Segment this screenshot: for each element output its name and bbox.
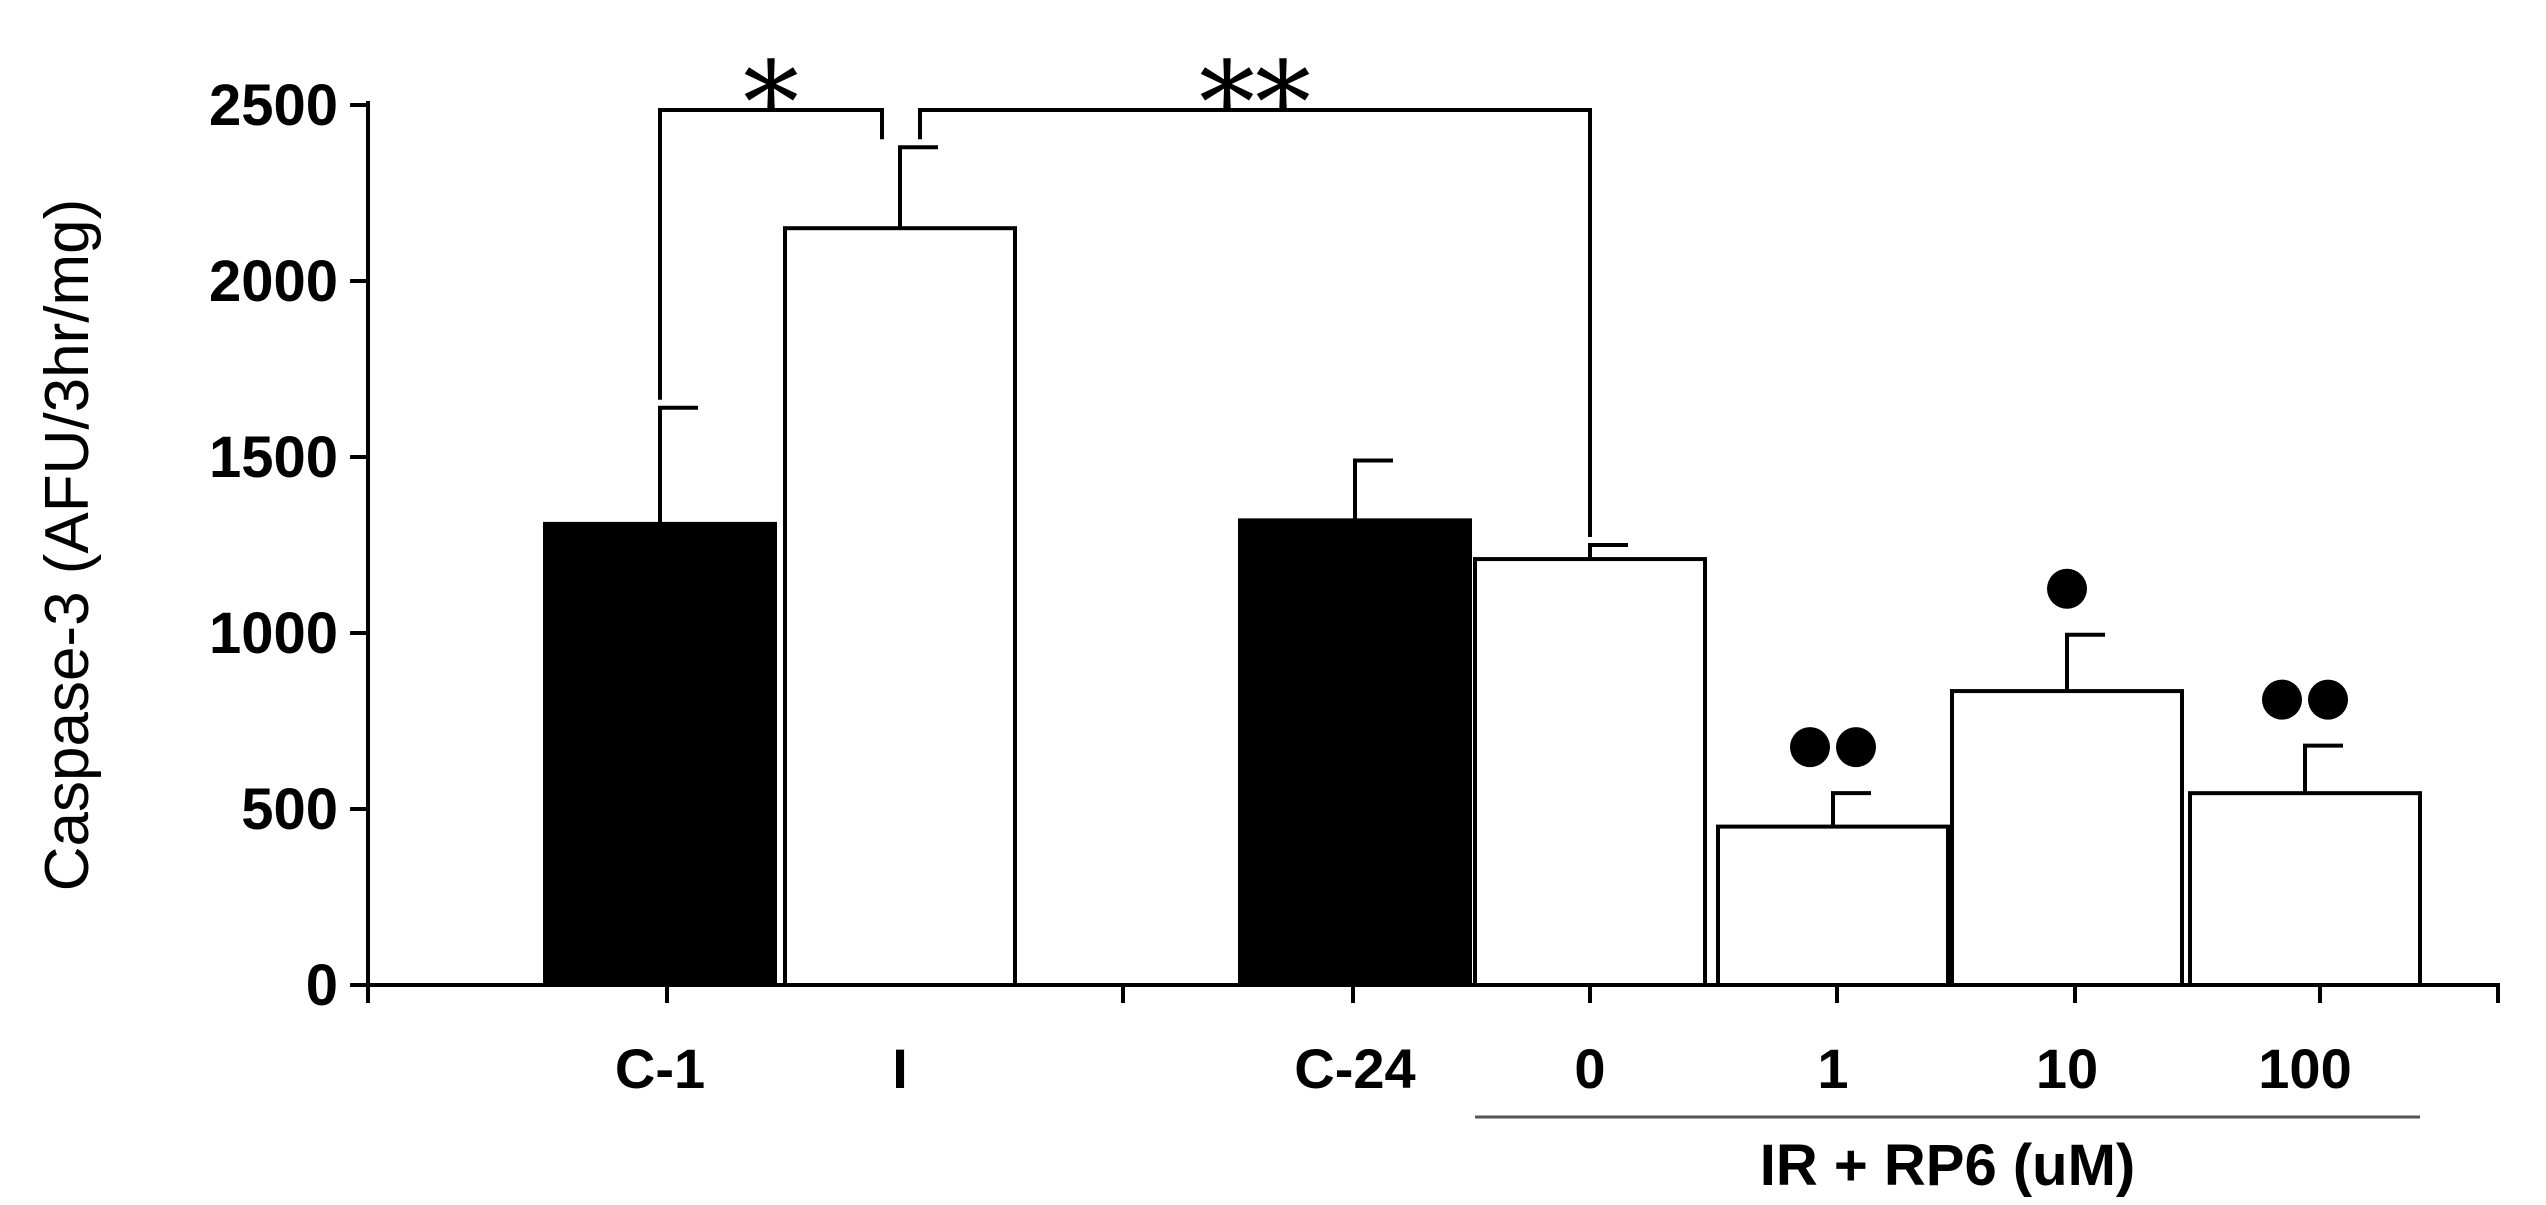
significance-bracket xyxy=(658,108,884,400)
significance-dot xyxy=(1790,727,1830,768)
category-label: 100 xyxy=(2258,1037,2351,1100)
y-tick-label: 1500 xyxy=(209,425,338,490)
significance-dot xyxy=(2047,568,2087,609)
y-tick-label: 2000 xyxy=(209,249,338,314)
category-label: 10 xyxy=(2036,1037,2098,1100)
bar-100 xyxy=(2188,791,2422,987)
y-tick-label: 0 xyxy=(306,953,338,1018)
significance-dot xyxy=(2308,679,2348,720)
category-label: C-1 xyxy=(615,1037,705,1100)
category-label: C-24 xyxy=(1294,1037,1415,1100)
group-label: IR + RP6 (uM) xyxy=(1760,1133,2135,1198)
y-tick-label: 1000 xyxy=(209,601,338,666)
bar-C-24 xyxy=(1238,518,1472,987)
y-tick-label: 2500 xyxy=(209,73,338,138)
category-label: I xyxy=(892,1037,908,1100)
significance-bracket xyxy=(918,108,1592,537)
bar-C-1 xyxy=(543,521,777,987)
significance-label: ** xyxy=(1199,39,1311,169)
significance-dot xyxy=(2262,679,2302,720)
category-label: 1 xyxy=(1817,1037,1848,1100)
y-tick-label: 500 xyxy=(241,777,338,842)
bar-10 xyxy=(1950,689,2184,988)
bar-0 xyxy=(1473,557,1707,988)
significance-dot xyxy=(1836,727,1876,768)
bar-I xyxy=(783,226,1017,987)
significance-label: * xyxy=(743,39,799,169)
y-axis-label: Caspase-3 (AFU/3hr/mg) xyxy=(33,199,102,892)
bar-1 xyxy=(1716,824,1950,987)
category-label: 0 xyxy=(1574,1037,1605,1100)
